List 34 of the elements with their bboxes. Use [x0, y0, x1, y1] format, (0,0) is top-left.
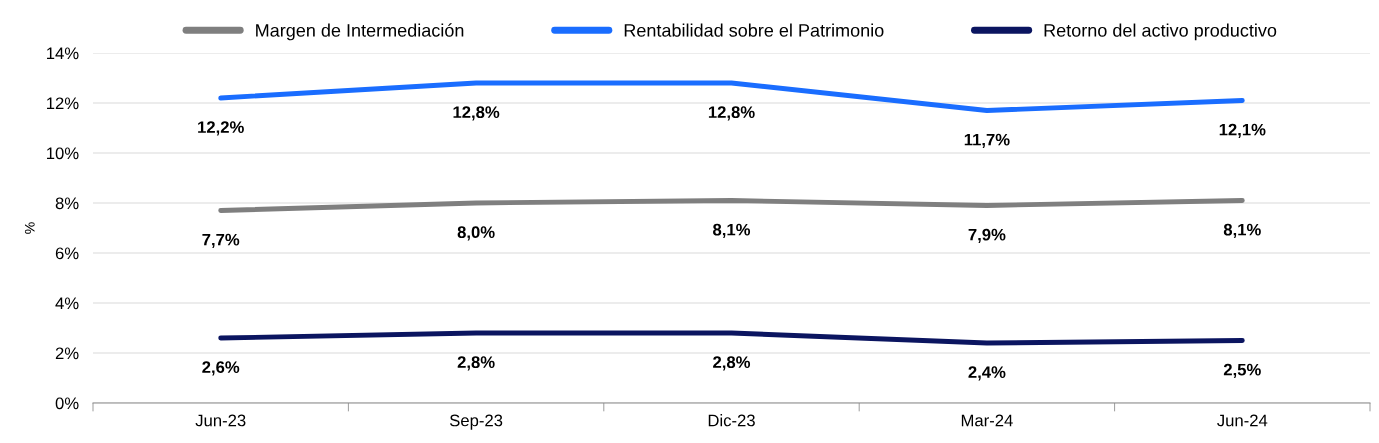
data-label: 2,6% — [202, 361, 240, 376]
x-tick-label: Mar-24 — [961, 414, 1013, 427]
data-label: 8,0% — [457, 226, 495, 241]
line-series — [218, 198, 1245, 213]
x-tick-label: Dic-23 — [708, 414, 755, 427]
y-tick-label: 8% — [55, 197, 79, 210]
data-label: 12,2% — [198, 121, 244, 136]
y-tick-label: 10% — [47, 147, 79, 160]
data-label: 12,1% — [1219, 123, 1266, 138]
y-tick-label: 2% — [55, 347, 79, 360]
data-label: 8,1% — [713, 223, 751, 238]
legend-label: Rentabilidad sobre el Patrimonio — [624, 23, 884, 37]
legend-label: Retorno del activo productivo — [1044, 23, 1277, 41]
x-tick-label: Jun-24 — [1217, 414, 1268, 427]
data-label: 12,8% — [708, 106, 755, 121]
data-label: 2,8% — [457, 356, 495, 371]
data-label: 2,4% — [968, 366, 1006, 381]
y-tick-label: 4% — [55, 297, 79, 310]
data-label: 2,5% — [1223, 363, 1261, 378]
x-tick-label: Jun-23 — [195, 414, 246, 427]
data-label: 7,7% — [202, 233, 240, 248]
data-label: 2,8% — [713, 356, 751, 371]
data-label: 11,7% — [964, 133, 1010, 148]
legend-label: Margen de Intermediación — [256, 23, 464, 41]
y-tick-label: 14% — [47, 47, 79, 60]
y-tick-label: 0% — [55, 397, 79, 410]
data-label: 12,8% — [453, 106, 500, 121]
line-series — [218, 330, 1245, 346]
y-tick-label: 12% — [47, 97, 79, 110]
data-label: 8,1% — [1223, 223, 1261, 238]
y-tick-label: 6% — [55, 247, 79, 260]
y-axis-title: % — [24, 222, 35, 234]
x-tick-label: Sep-23 — [449, 414, 503, 430]
data-label: 7,9% — [968, 228, 1006, 243]
